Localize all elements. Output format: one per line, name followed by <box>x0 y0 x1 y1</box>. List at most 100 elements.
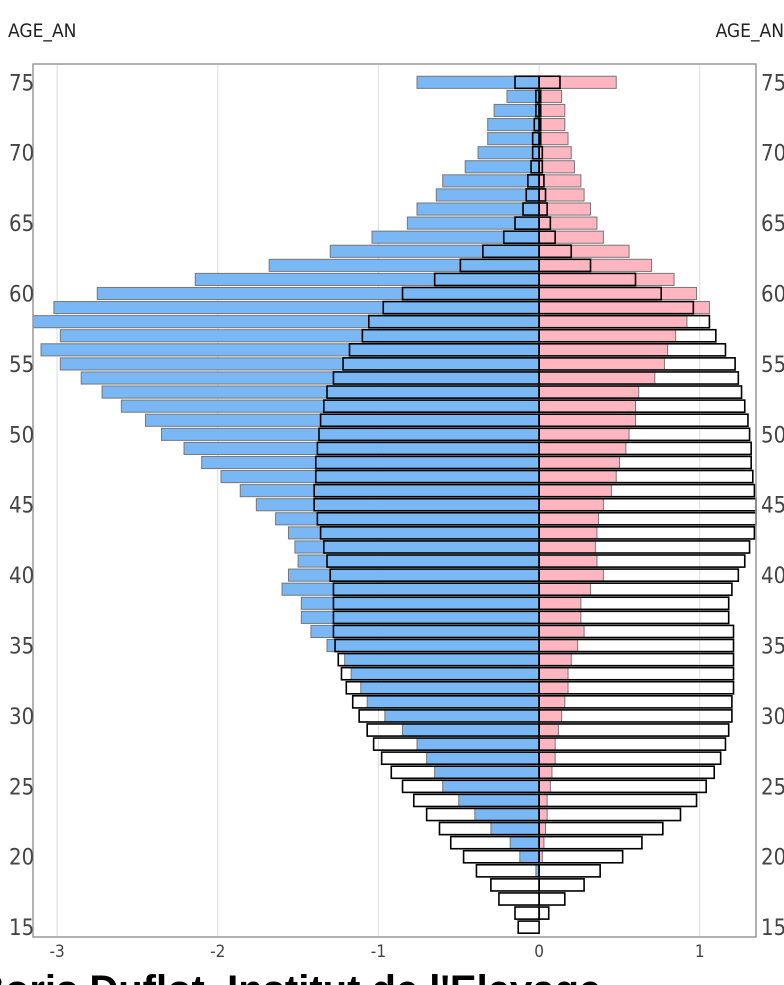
y-tick-right-65: 65 <box>761 212 784 237</box>
x-tick--1: -1 <box>371 942 386 962</box>
bar-outline-3-age-53 <box>538 385 743 399</box>
bar-outline-3-age-24 <box>538 793 698 808</box>
bar-pink-1-age-48 <box>538 455 620 470</box>
bar-blue-0-age-62 <box>268 258 540 272</box>
bar-blue-0-age-73 <box>493 103 540 118</box>
bar-blue-0-age-55 <box>59 357 540 371</box>
bar-pink-1-age-24 <box>538 793 548 807</box>
bar-blue-0-age-70 <box>477 146 540 160</box>
bar-outline-3-age-22 <box>538 821 664 836</box>
bar-pink-1-age-38 <box>538 596 582 610</box>
y-tick-right-25: 25 <box>761 775 784 800</box>
y-tick-left-40: 40 <box>9 564 34 589</box>
bar-outline-3-age-34 <box>538 652 735 667</box>
x-tick-0: 0 <box>534 942 544 962</box>
bar-outline-3-age-75 <box>538 75 561 90</box>
bar-blue-0-age-44 <box>275 512 540 526</box>
bar-blue-0-age-63 <box>329 244 540 258</box>
footer-credit: Boris Duflot, Institut de l'Elevage <box>0 968 601 985</box>
y-tick-right-30: 30 <box>761 705 784 730</box>
bar-pink-1-age-49 <box>538 441 627 455</box>
bar-outline-3-age-59 <box>538 300 695 315</box>
bar-blue-0-age-29 <box>402 723 540 737</box>
bar-outline-3-age-42 <box>538 540 751 554</box>
bar-pink-1-age-54 <box>538 371 656 385</box>
bar-pink-1-age-23 <box>538 807 548 822</box>
bar-blue-0-age-39 <box>281 582 540 596</box>
bar-outline-3-age-43 <box>538 526 756 540</box>
bar-blue-0-age-26 <box>434 765 540 779</box>
bar-outline-3-age-21 <box>538 835 643 850</box>
bar-pink-1-age-75 <box>538 75 617 89</box>
bar-pink-1-age-29 <box>538 723 559 737</box>
bar-outline-3-age-63 <box>538 244 573 259</box>
bar-pink-1-age-53 <box>538 385 640 399</box>
bar-pink-1-age-43 <box>538 526 598 540</box>
bar-pink-1-age-71 <box>538 132 569 146</box>
y-tick-left-70: 70 <box>9 142 34 167</box>
bar-outline-3-age-65 <box>538 216 552 230</box>
y-tick-left-60: 60 <box>9 283 34 308</box>
bar-blue-0-age-45 <box>255 498 540 512</box>
bar-outline-3-age-72 <box>538 117 542 132</box>
y-tick-right-55: 55 <box>761 353 784 378</box>
bar-blue-0-age-75 <box>416 75 540 89</box>
bar-outline-3-age-32 <box>538 680 735 695</box>
plot-frame <box>32 63 757 938</box>
bar-blue-0-age-72 <box>487 117 540 132</box>
bar-pink-1-age-55 <box>538 357 665 371</box>
bar-outline-3-age-57 <box>538 328 717 343</box>
bar-pink-1-age-68 <box>538 174 582 188</box>
bar-outline-3-age-58 <box>538 314 711 329</box>
bar-outline-3-age-30 <box>538 709 733 723</box>
y-tick-right-40: 40 <box>761 564 784 589</box>
bar-pink-1-age-27 <box>538 751 556 765</box>
bar-outline-3-age-56 <box>538 342 727 357</box>
bar-outline-3-age-70 <box>538 145 544 160</box>
bar-pink-1-age-65 <box>538 216 598 230</box>
bar-pink-1-age-58 <box>538 315 688 329</box>
bar-outline-3-age-35 <box>538 638 735 653</box>
bar-blue-0-age-33 <box>350 667 540 681</box>
bar-outline-3-age-16 <box>538 906 550 920</box>
bar-blue-0-age-50 <box>161 427 540 441</box>
bar-blue-0-age-61 <box>194 272 540 286</box>
x-tick--2: -2 <box>210 942 225 962</box>
bar-blue-0-age-32 <box>360 681 540 695</box>
y-tick-right-45: 45 <box>761 494 784 519</box>
y-tick-right-35: 35 <box>761 635 784 660</box>
bar-pink-1-age-63 <box>538 244 630 258</box>
bar-blue-0-age-28 <box>416 737 540 751</box>
bar-outline-3-age-55 <box>538 357 736 371</box>
bar-blue-0-age-57 <box>59 329 540 343</box>
bar-outline-3-age-74 <box>538 89 542 104</box>
bar-pink-1-age-26 <box>538 765 553 779</box>
bar-pink-1-age-62 <box>538 258 653 272</box>
bar-outline-2-age-19 <box>475 863 540 878</box>
bar-blue-0-age-40 <box>287 568 540 582</box>
y-tick-right-60: 60 <box>761 283 784 308</box>
bar-blue-0-age-36 <box>310 624 540 639</box>
y-tick-left-75: 75 <box>9 71 34 96</box>
bar-pink-1-age-41 <box>538 554 598 568</box>
bar-outline-3-age-67 <box>538 188 547 202</box>
bar-outline-3-age-66 <box>538 202 548 216</box>
bar-pink-1-age-28 <box>538 737 556 751</box>
bar-outline-3-age-38 <box>538 596 730 611</box>
bar-pink-1-age-22 <box>538 822 547 836</box>
y-tick-right-70: 70 <box>761 142 784 167</box>
bar-outline-3-age-73 <box>538 103 542 118</box>
bar-outline-3-age-26 <box>538 765 716 780</box>
bar-blue-0-age-27 <box>426 751 540 765</box>
bar-outline-3-age-48 <box>538 455 752 470</box>
bar-blue-0-age-56 <box>40 343 540 357</box>
bar-pink-1-age-59 <box>538 301 710 315</box>
bar-blue-0-age-24 <box>458 793 540 807</box>
y-tick-left-35: 35 <box>9 635 34 660</box>
bar-pink-1-age-45 <box>538 498 604 512</box>
bar-blue-0-age-68 <box>442 174 540 188</box>
bar-outline-3-age-60 <box>538 286 663 301</box>
bar-outline-3-age-52 <box>538 399 746 414</box>
bar-blue-0-age-22 <box>490 822 540 836</box>
